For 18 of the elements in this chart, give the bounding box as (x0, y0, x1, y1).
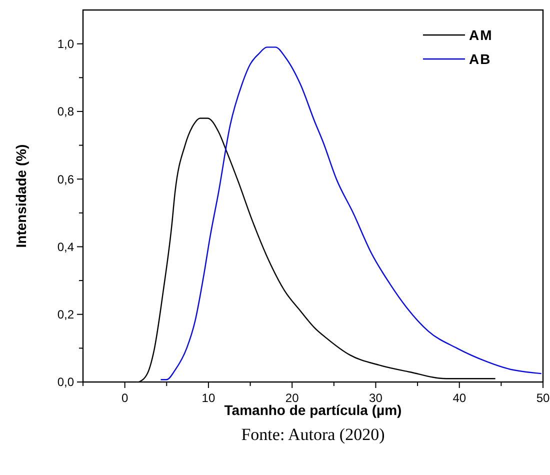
y-tick-label: 0,6 (57, 172, 74, 186)
y-tick-label: 0,2 (57, 308, 74, 322)
source-note: Fonte: Autora (2020) (241, 425, 385, 444)
y-tick-label: 0,0 (57, 375, 74, 390)
line-series (160, 46, 542, 380)
y-tick-label: 0,4 (57, 240, 74, 254)
y-tick-label: 0,8 (57, 104, 74, 119)
y-axis-title: Intensidade (%) (13, 144, 29, 248)
x-axis-title: Tamanho de partícula (µm) (224, 402, 402, 418)
x-tick-label: 40 (452, 391, 466, 405)
legend-label: AB (469, 50, 492, 67)
y-tick-label: 1,0 (57, 37, 74, 52)
x-tick-label: 10 (202, 391, 216, 405)
x-tick-label: 0 (121, 391, 128, 405)
x-tick-label: 50 (536, 391, 550, 405)
legend-label: AM (469, 26, 493, 43)
x-tick-label: 30 (369, 391, 383, 405)
x-tick-label: 20 (285, 391, 300, 405)
